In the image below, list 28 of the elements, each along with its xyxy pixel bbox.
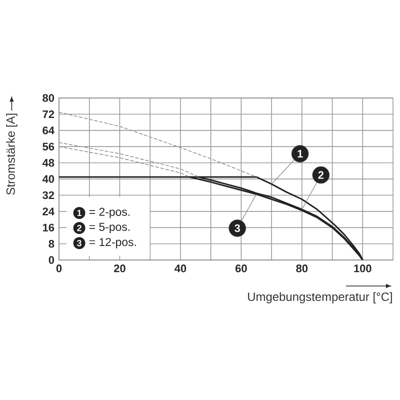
- y-tick-label: 72: [42, 110, 54, 118]
- text: 2: [318, 171, 324, 179]
- x-tick-label: 100: [354, 264, 372, 272]
- y-tick-label: 24: [42, 208, 54, 216]
- y-tick-label: 16: [42, 224, 54, 232]
- y-axis-title: Stromstärke [A]: [6, 114, 18, 195]
- x-tick-label: 0: [56, 264, 62, 272]
- x-axis-title: Umgebungstemperatur [°C]: [248, 292, 392, 304]
- text: 2: [77, 224, 82, 232]
- text: 3: [234, 224, 240, 232]
- x-tick-label: 20: [114, 264, 126, 272]
- annotation: = 2-pos.: [89, 208, 130, 218]
- y-tick-label: 56: [42, 142, 54, 150]
- text: 1: [77, 210, 82, 216]
- y-tick-label: 64: [42, 126, 54, 134]
- y-tick-label: 32: [42, 191, 54, 200]
- x-tick-label: 60: [235, 264, 247, 272]
- annotation: = 5-pos.: [89, 222, 130, 234]
- text: 1: [298, 150, 303, 158]
- x-tick-label: 80: [296, 264, 308, 272]
- y-tick-label: 8: [48, 240, 54, 248]
- y-tick-label: 0: [48, 256, 54, 264]
- y-tick-label: 48: [42, 158, 54, 167]
- annotation: = 12-pos.: [89, 238, 136, 248]
- legend-label: 3: [76, 240, 82, 246]
- y-tick-label: 80: [42, 94, 54, 102]
- x-tick-label: 40: [174, 264, 186, 272]
- y-tick-label: 40: [42, 175, 54, 183]
